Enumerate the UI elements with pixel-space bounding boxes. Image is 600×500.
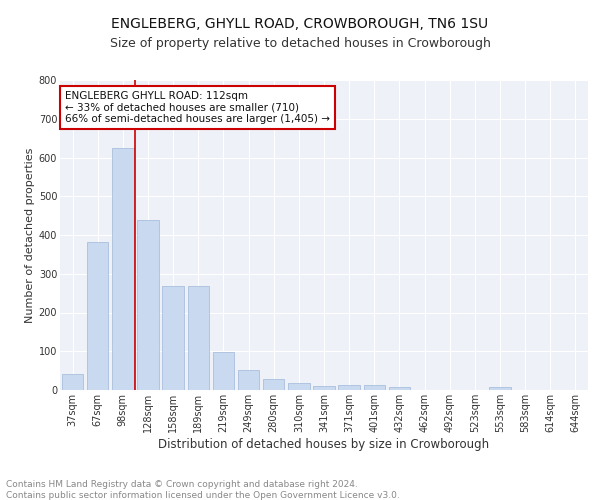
Bar: [62, 374, 83, 390]
Bar: [313, 386, 335, 390]
Bar: [263, 379, 284, 390]
Bar: [137, 220, 158, 390]
Bar: [490, 388, 511, 390]
Bar: [389, 386, 410, 390]
Bar: [87, 242, 109, 390]
Bar: [288, 384, 310, 390]
Bar: [338, 385, 360, 390]
Text: Size of property relative to detached houses in Crowborough: Size of property relative to detached ho…: [110, 38, 490, 51]
Text: ENGLEBERG, GHYLL ROAD, CROWBOROUGH, TN6 1SU: ENGLEBERG, GHYLL ROAD, CROWBOROUGH, TN6 …: [112, 18, 488, 32]
Bar: [213, 352, 234, 390]
Bar: [364, 385, 385, 390]
Bar: [238, 370, 259, 390]
Text: Contains HM Land Registry data © Crown copyright and database right 2024.
Contai: Contains HM Land Registry data © Crown c…: [6, 480, 400, 500]
Bar: [188, 286, 209, 390]
Text: ENGLEBERG GHYLL ROAD: 112sqm
← 33% of detached houses are smaller (710)
66% of s: ENGLEBERG GHYLL ROAD: 112sqm ← 33% of de…: [65, 91, 330, 124]
Y-axis label: Number of detached properties: Number of detached properties: [25, 148, 35, 322]
X-axis label: Distribution of detached houses by size in Crowborough: Distribution of detached houses by size …: [158, 438, 490, 450]
Bar: [163, 286, 184, 390]
Bar: [112, 148, 134, 390]
